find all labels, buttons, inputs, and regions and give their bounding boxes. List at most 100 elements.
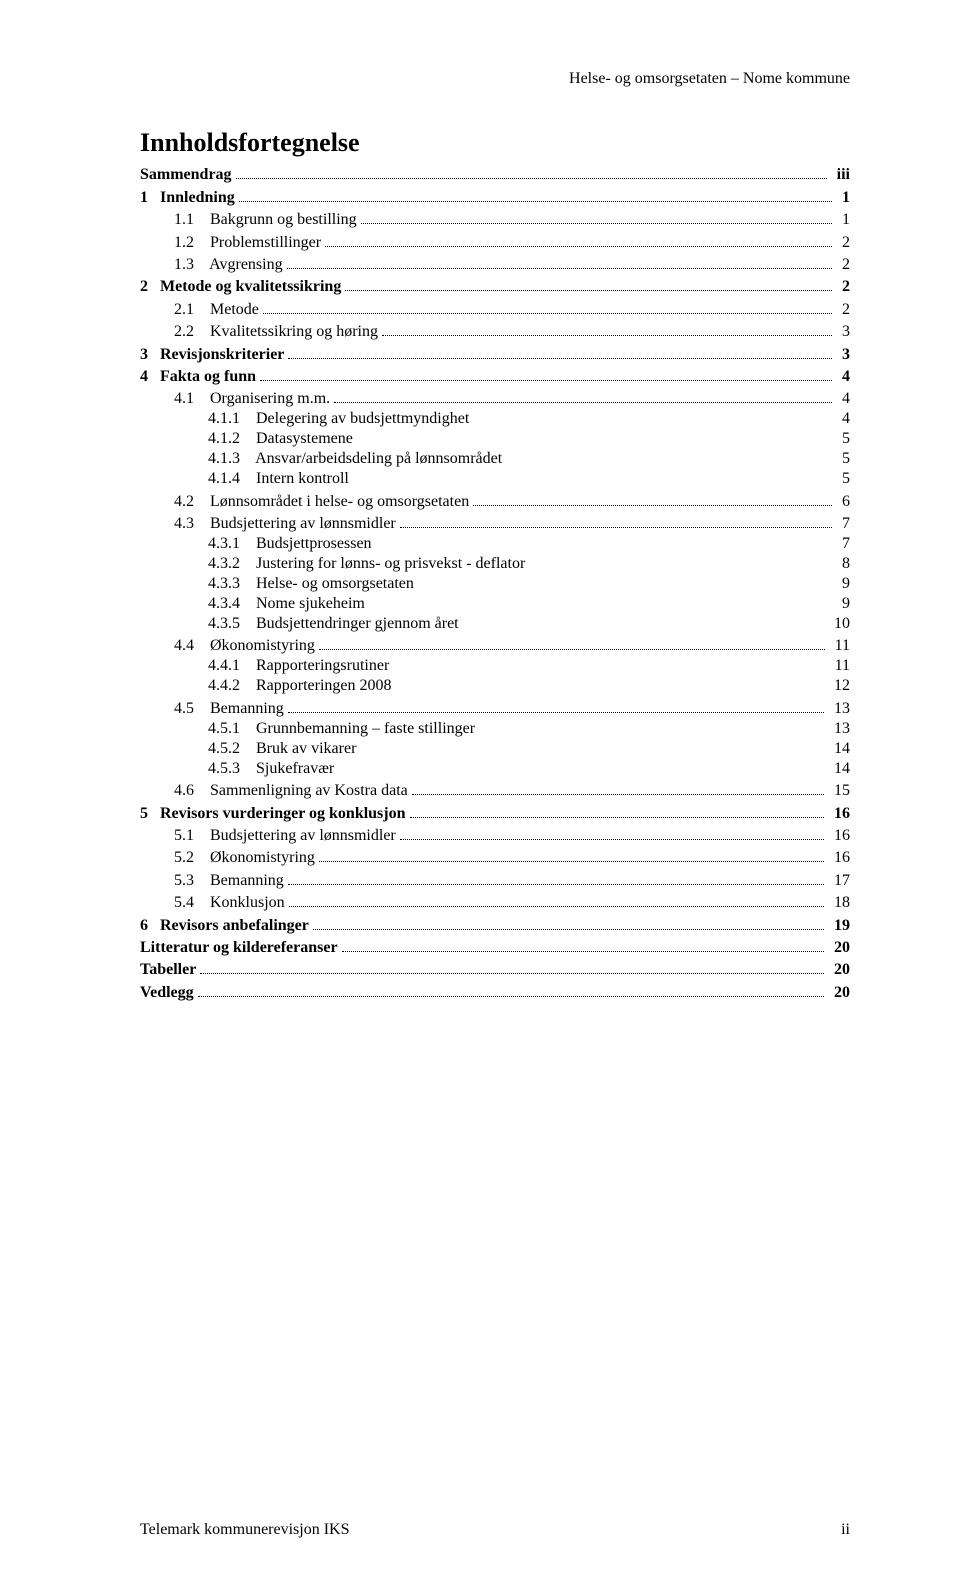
- toc-leader-dots: [239, 186, 832, 201]
- toc-label: 4.1 Organisering m.m.: [174, 390, 330, 408]
- toc-leader-dots: [260, 366, 832, 381]
- toc-page-number: 2: [836, 301, 850, 319]
- toc-leader-dots: [400, 825, 824, 840]
- toc-page-number: 5: [836, 470, 850, 488]
- toc-row: 4.3.2 Justering for lønns- og prisvekst …: [140, 555, 850, 573]
- toc-row: 4.5.1 Grunnbemanning – faste stillinger1…: [140, 720, 850, 738]
- toc-row: 5.4 Konklusjon18: [140, 892, 850, 912]
- toc-page-number: 13: [828, 700, 850, 718]
- toc-row: Sammendrag iii: [140, 164, 850, 184]
- toc-leader-dots: [334, 388, 832, 403]
- toc-label: 4.3.2 Justering for lønns- og prisvekst …: [208, 555, 525, 573]
- toc-page-number: 14: [828, 740, 850, 758]
- toc-label: 2 Metode og kvalitetssikring: [140, 278, 341, 296]
- toc-label: 4.3.3 Helse- og omsorgsetaten: [208, 575, 414, 593]
- toc-leader-dots: [319, 635, 825, 650]
- toc-leader-dots: [342, 937, 824, 952]
- toc-page-number: 11: [829, 657, 850, 675]
- toc-leader-dots: [198, 981, 824, 996]
- toc-label: 4.5.1 Grunnbemanning – faste stillinger: [208, 720, 475, 738]
- toc-page-number: iii: [831, 166, 850, 184]
- toc-label: 4.1.1 Delegering av budsjettmyndighet: [208, 410, 469, 428]
- toc-leader-dots: [473, 490, 832, 505]
- toc-row: Vedlegg20: [140, 981, 850, 1001]
- toc-leader-dots: [288, 869, 824, 884]
- toc-row: 3 Revisjonskriterier 3: [140, 343, 850, 363]
- toc-row: 4.1.4 Intern kontroll 5: [140, 470, 850, 488]
- toc-leader-dots: [200, 959, 824, 974]
- toc-label: 4.1.2 Datasystemene: [208, 430, 353, 448]
- toc-row: Litteratur og kildereferanser20: [140, 937, 850, 957]
- toc-label: 5.2 Økonomistyring: [174, 849, 315, 867]
- toc-label: Tabeller: [140, 961, 196, 979]
- toc-page-number: 10: [828, 615, 850, 633]
- toc-row: 2.1 Metode 2: [140, 298, 850, 318]
- toc-label: 4 Fakta og funn: [140, 368, 256, 386]
- toc-page-number: 2: [836, 278, 850, 296]
- toc-label: 3 Revisjonskriterier: [140, 346, 284, 364]
- toc-label: 4.6 Sammenligning av Kostra data: [174, 782, 408, 800]
- toc-leader-dots: [410, 802, 824, 817]
- toc-label: 1.2 Problemstillinger: [174, 234, 321, 252]
- toc-page-number: 4: [836, 368, 850, 386]
- toc-row: 4.4.1 Rapporteringsrutiner 11: [140, 657, 850, 675]
- footer-page-number: ii: [841, 1521, 850, 1539]
- toc-leader-dots: [288, 343, 832, 358]
- footer-left: Telemark kommunerevisjon IKS: [140, 1521, 350, 1539]
- toc-page-number: 2: [836, 234, 850, 252]
- toc-label: 4.1.4 Intern kontroll: [208, 470, 349, 488]
- table-of-contents: Sammendrag iii 1 Innledning 1 1.1 Bakgrunn o…: [140, 164, 850, 1002]
- toc-label: 2.1 Metode: [174, 301, 259, 319]
- toc-row: 4.1.1 Delegering av budsjettmyndighet4: [140, 410, 850, 428]
- toc-leader-dots: [287, 254, 832, 269]
- running-header: Helse- og omsorgsetaten – Nome kommune: [140, 70, 850, 88]
- toc-label: 4.4.2 Rapporteringen 2008: [208, 677, 392, 695]
- toc-row: 5 Revisors vurderinger og konklusjon16: [140, 802, 850, 822]
- toc-row: 1.2 Problemstillinger 2: [140, 231, 850, 251]
- toc-page-number: 16: [828, 849, 850, 867]
- toc-row: 5.2 Økonomistyring 16: [140, 847, 850, 867]
- toc-row: 2.2 Kvalitetssikring og høring3: [140, 321, 850, 341]
- toc-leader-dots: [288, 697, 824, 712]
- toc-label: Litteratur og kildereferanser: [140, 939, 338, 957]
- toc-page-number: 6: [836, 493, 850, 511]
- toc-label: 4.4.1 Rapporteringsrutiner: [208, 657, 389, 675]
- toc-label: 5.3 Bemanning: [174, 872, 284, 890]
- toc-label: 1.1 Bakgrunn og bestilling: [174, 211, 357, 229]
- toc-page-number: 20: [828, 961, 850, 979]
- toc-row: 4.1 Organisering m.m. 4: [140, 388, 850, 408]
- toc-leader-dots: [236, 164, 827, 179]
- toc-row: 4.3.5 Budsjettendringer gjennom året 10: [140, 615, 850, 633]
- toc-leader-dots: [345, 276, 832, 291]
- toc-label: 4.5.3 Sjukefravær: [208, 760, 334, 778]
- toc-page-number: 3: [836, 346, 850, 364]
- toc-label: 1.3 Avgrensing: [174, 256, 283, 274]
- toc-label: 1 Innledning: [140, 189, 235, 207]
- toc-label: 4.5.2 Bruk av vikarer: [208, 740, 356, 758]
- toc-leader-dots: [325, 231, 832, 246]
- toc-leader-dots: [289, 892, 824, 907]
- toc-page-number: 7: [836, 535, 850, 553]
- toc-leader-dots: [319, 847, 824, 862]
- toc-page-number: 4: [836, 390, 850, 408]
- toc-page-number: 1: [836, 189, 850, 207]
- toc-label: Sammendrag: [140, 166, 232, 184]
- toc-label: 4.3.1 Budsjettprosessen: [208, 535, 372, 553]
- toc-page-number: 19: [828, 917, 850, 935]
- toc-label: 4.1.3 Ansvar/arbeidsdeling på lønnsområd…: [208, 450, 502, 468]
- toc-page-number: 20: [828, 984, 850, 1002]
- toc-row: 2 Metode og kvalitetssikring 2: [140, 276, 850, 296]
- toc-row: 4 Fakta og funn 4: [140, 366, 850, 386]
- toc-row: 4.6 Sammenligning av Kostra data 15: [140, 780, 850, 800]
- toc-page-number: 16: [828, 827, 850, 845]
- toc-row: 4.1.2 Datasystemene5: [140, 430, 850, 448]
- toc-title: Innholdsfortegnelse: [140, 128, 850, 158]
- toc-row: 4.1.3 Ansvar/arbeidsdeling på lønnsområd…: [140, 450, 850, 468]
- toc-label: 4.3 Budsjettering av lønnsmidler: [174, 515, 396, 533]
- toc-row: 1.3 Avgrensing2: [140, 254, 850, 274]
- toc-label: 4.3.5 Budsjettendringer gjennom året: [208, 615, 459, 633]
- toc-row: Tabeller 20: [140, 959, 850, 979]
- toc-page-number: 15: [828, 782, 850, 800]
- toc-label: 4.4 Økonomistyring: [174, 637, 315, 655]
- toc-page-number: 8: [836, 555, 850, 573]
